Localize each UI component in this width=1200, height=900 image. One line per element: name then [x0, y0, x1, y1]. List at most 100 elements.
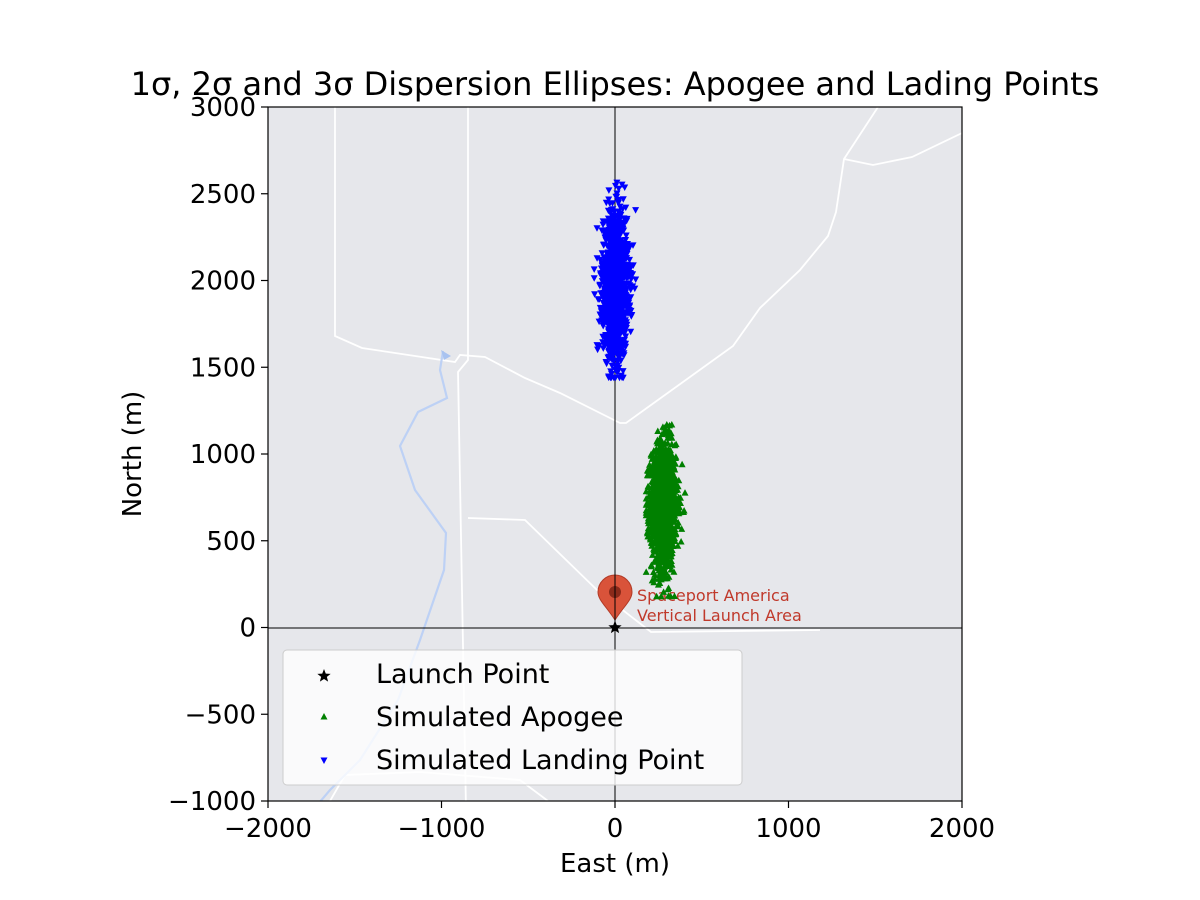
- landing-point-marker: [622, 296, 630, 304]
- landing-point-marker: [604, 318, 612, 325]
- apogee-marker: [645, 483, 653, 491]
- apogee-marker: [645, 492, 653, 500]
- apogee-marker: [651, 490, 658, 498]
- legend-label-simulated-landing-point: Simulated Landing Point: [376, 745, 704, 776]
- launch-point-marker: [608, 620, 622, 634]
- x-tick-label: 0: [607, 814, 624, 844]
- apogee-marker: [653, 455, 661, 462]
- apogee-marker: [650, 496, 658, 504]
- landing-point-marker: [616, 210, 624, 217]
- landing-point-marker: [611, 230, 618, 237]
- landing-point-marker: [606, 303, 614, 311]
- landing-point-marker: [590, 275, 598, 282]
- landing-point-marker: [596, 283, 604, 290]
- landing-point-marker: [613, 327, 621, 334]
- legend-box: [282, 649, 743, 786]
- apogee-marker: [667, 566, 675, 573]
- apogee-marker: [674, 522, 682, 530]
- landing-point-marker: [611, 257, 619, 265]
- apogee-marker: [652, 445, 660, 452]
- apogee-marker: [675, 503, 683, 510]
- x-axis-title: East (m): [560, 849, 670, 879]
- landing-point-marker: [605, 196, 613, 203]
- landing-point-marker: [605, 281, 613, 288]
- map-road: [457, 107, 469, 801]
- landing-point-marker: [604, 314, 612, 322]
- landing-point-marker: [599, 269, 607, 277]
- apogee-marker: [647, 562, 655, 570]
- landing-point-marker: [608, 371, 616, 378]
- landing-point-marker: [614, 306, 622, 313]
- landing-point-marker: [603, 300, 611, 307]
- landing-point-marker: [606, 270, 614, 277]
- y-tick-label: −1000: [168, 787, 256, 817]
- landing-point-marker: [613, 190, 621, 197]
- apogee-marker: [643, 499, 651, 507]
- landing-point-marker: [598, 250, 606, 257]
- landing-point-marker: [615, 259, 623, 266]
- landing-point-marker: [605, 187, 613, 194]
- apogee-marker: [659, 472, 667, 479]
- landing-point-marker: [593, 225, 601, 232]
- apogee-marker: [658, 510, 666, 518]
- apogee-marker: [659, 450, 667, 458]
- landing-point-marker: [617, 290, 625, 298]
- landing-point-marker: [620, 268, 628, 275]
- apogee-marker: [661, 480, 669, 487]
- apogee-marker: [659, 506, 667, 513]
- apogee-marker: [671, 537, 679, 544]
- landing-point-marker: [621, 317, 629, 324]
- apogee-marker: [668, 468, 676, 475]
- landing-point-marker: [621, 184, 629, 191]
- landing-point-marker: [609, 322, 617, 329]
- landing-point-marker: [609, 346, 617, 353]
- apogee-marker: [660, 567, 668, 575]
- apogee-marker: [653, 592, 661, 600]
- landing-point-marker: [617, 311, 625, 318]
- landing-point-marker: [627, 286, 635, 294]
- apogee-marker: [666, 526, 674, 534]
- landing-point-marker: [591, 291, 599, 298]
- apogee-marker: [664, 496, 671, 503]
- landing-point-marker: [598, 317, 606, 324]
- apogee-marker: [642, 511, 650, 519]
- landing-point-marker: [616, 344, 623, 351]
- landing-point-marker: [616, 232, 624, 239]
- apogee-marker: [667, 531, 675, 539]
- landing-point-marker: [613, 250, 621, 258]
- landing-point-marker: [603, 360, 611, 368]
- map-label-line1: Spaceport America: [637, 586, 790, 605]
- apogee-marker: [642, 568, 650, 575]
- legend-landing-icon: [320, 757, 328, 764]
- landing-point-marker: [604, 337, 612, 345]
- x-axis: −2000 −1000 0 1000 2000: [224, 801, 995, 844]
- apogee-marker: [651, 571, 659, 578]
- apogee-marker: [654, 427, 662, 434]
- landing-point-marker: [597, 308, 605, 315]
- landing-point-marker: [599, 345, 607, 352]
- apogee-marker: [660, 564, 668, 571]
- landing-point-marker: [596, 256, 604, 264]
- landing-point-marker: [603, 262, 611, 270]
- apogee-marker: [666, 480, 674, 487]
- map-road: [334, 107, 879, 424]
- landing-point-marker: [610, 238, 618, 246]
- apogee-marker: [671, 488, 679, 495]
- apogee-marker: [678, 525, 686, 532]
- landing-point-marker: [615, 219, 623, 227]
- landing-point-marker: [602, 332, 610, 339]
- landing-point-marker: [609, 212, 617, 220]
- legend-label-launch-point: Launch Point: [376, 659, 549, 690]
- apogee-marker: [668, 511, 676, 518]
- landing-point-marker: [622, 232, 630, 239]
- landing-point-marker: [628, 312, 636, 319]
- landing-point-marker: [604, 326, 612, 333]
- landing-point-marker: [612, 261, 620, 268]
- landing-point-marker: [597, 313, 605, 320]
- apogee-marker: [670, 502, 678, 509]
- y-tick-label: 500: [206, 527, 256, 557]
- landing-point-marker: [617, 222, 625, 230]
- apogee-marker: [654, 544, 662, 551]
- chart-title: 1σ, 2σ and 3σ Dispersion Ellipses: Apoge…: [131, 65, 1100, 103]
- apogee-marker: [672, 494, 680, 502]
